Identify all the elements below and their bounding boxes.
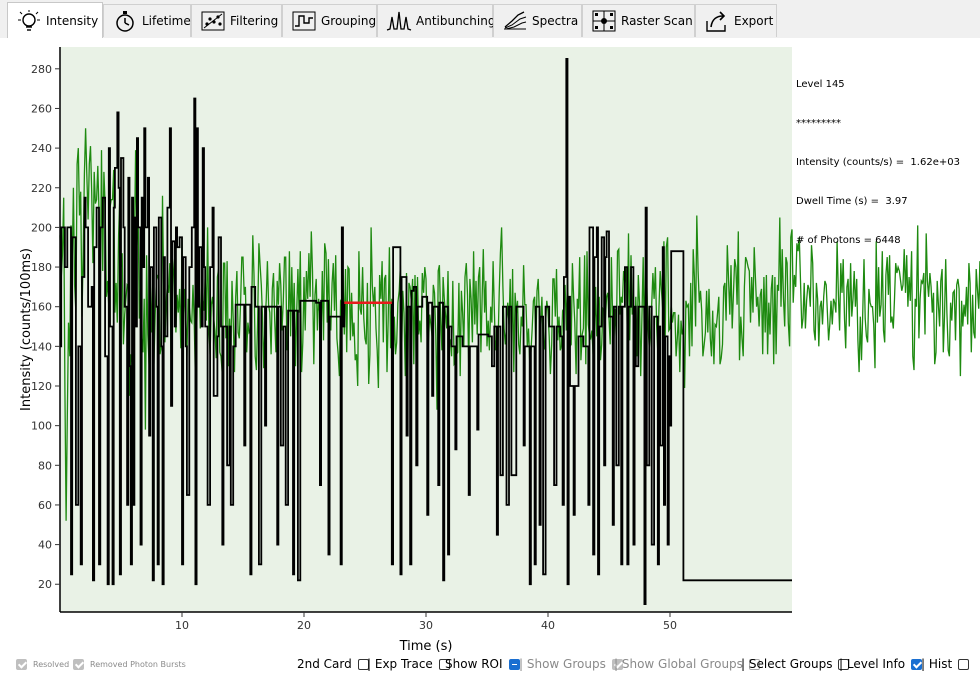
level-info-dwell-time: Dwell Time (s) = 3.97 (796, 196, 908, 207)
show-groups-checkbox[interactable] (611, 658, 623, 670)
antibunching-icon (386, 9, 412, 33)
y-axis-label: Intensity (counts/100ms) (19, 248, 34, 411)
tab-label: Filtering (230, 14, 279, 28)
level-info-box: Level 145 ********* Intensity (counts/s)… (796, 52, 960, 260)
raster-scan-icon (591, 9, 617, 33)
y-tick-label: 100 (31, 420, 52, 433)
resolved-option[interactable]: Resolved (16, 656, 69, 672)
y-tick-label: 160 (31, 301, 52, 314)
level-info-label: | Level Info (839, 657, 906, 671)
resolved-checkbox[interactable] (16, 658, 27, 670)
tab-bar: Intensity Lifetime Filtering Grouping Antibu… (0, 0, 980, 39)
tab-label: Lifetime (142, 14, 191, 28)
options-bar: Resolved Removed Photon Bursts 2nd Card … (0, 652, 980, 676)
show-roi-checkbox[interactable] (508, 658, 520, 670)
hist-option[interactable]: | Hist (921, 656, 970, 672)
export-arrow-icon (704, 9, 730, 33)
y-tick-label: 120 (31, 380, 52, 393)
select-groups-option[interactable]: | Select Groups (741, 656, 850, 672)
tab-label: Spectra (532, 14, 579, 28)
resolved-levels-line (60, 57, 792, 605)
y-tick-label: 40 (38, 539, 52, 552)
level-info-option[interactable]: | Level Info (839, 656, 923, 672)
show-roi-option[interactable]: Show ROI (445, 656, 520, 672)
stopwatch-icon (112, 9, 138, 33)
y-tick-label: 220 (31, 182, 52, 195)
show-global-groups-option[interactable]: | Show Global Groups (614, 656, 760, 672)
removed-photon-bursts-label: Removed Photon Bursts (90, 659, 186, 669)
y-tick-label: 60 (38, 499, 52, 512)
intensity-trace-line (59, 128, 980, 521)
select-groups-checkbox[interactable] (838, 658, 850, 670)
x-axis-label: Time (s) (399, 639, 453, 652)
exp-trace-label: | Exp Trace (367, 657, 433, 671)
grouping-icon (291, 9, 317, 33)
second-card-checkbox[interactable] (357, 658, 369, 670)
filter-scatter-icon (200, 9, 226, 33)
y-tick-label: 260 (31, 102, 52, 115)
x-tick-label: 50 (663, 619, 677, 632)
tab-antibunching[interactable]: Antibunching (377, 4, 496, 37)
y-tick-label: 280 (31, 63, 52, 76)
y-tick-label: 140 (31, 340, 52, 353)
y-tick-label: 240 (31, 142, 52, 155)
level-info-checkbox[interactable] (911, 658, 923, 670)
y-tick-label: 200 (31, 221, 52, 234)
y-tick-label: 80 (38, 459, 52, 472)
x-tick-label: 40 (541, 619, 555, 632)
x-tick-label: 30 (419, 619, 433, 632)
tab-label: Antibunching (416, 14, 496, 28)
second-card-option[interactable]: 2nd Card (297, 656, 369, 672)
tab-intensity[interactable]: Intensity (7, 2, 103, 38)
show-groups-label: | Show Groups (519, 657, 606, 671)
bulb-icon (16, 9, 42, 33)
y-tick-label: 180 (31, 261, 52, 274)
tab-lifetime[interactable]: Lifetime (103, 4, 191, 37)
exp-trace-checkbox[interactable] (438, 658, 450, 670)
x-tick-label: 10 (175, 619, 189, 632)
show-groups-option[interactable]: | Show Groups (519, 656, 623, 672)
tab-label: Export (734, 14, 774, 28)
level-info-separator: ********* (796, 118, 841, 129)
second-card-label: 2nd Card (297, 657, 352, 671)
show-global-groups-label: | Show Global Groups (614, 657, 743, 671)
hist-checkbox[interactable] (958, 658, 970, 670)
removed-photon-bursts-option[interactable]: Removed Photon Bursts (73, 656, 186, 672)
tab-filtering[interactable]: Filtering (191, 4, 282, 37)
spectra-icon (502, 9, 528, 33)
tab-export[interactable]: Export (695, 4, 777, 37)
level-info-title: Level 145 (796, 79, 845, 90)
tab-label: Raster Scan (621, 14, 693, 28)
resolved-label: Resolved (33, 659, 70, 669)
hist-label: | Hist (921, 657, 953, 671)
level-info-photons: # of Photons = 6448 (796, 235, 901, 246)
y-tick-label: 20 (38, 578, 52, 591)
exp-trace-option[interactable]: | Exp Trace (367, 656, 450, 672)
tab-label: Grouping (321, 14, 377, 28)
removed-photon-bursts-checkbox[interactable] (73, 658, 84, 670)
tab-label: Intensity (46, 13, 99, 28)
show-global-groups-checkbox[interactable] (748, 658, 760, 670)
tab-grouping[interactable]: Grouping (282, 4, 377, 37)
x-tick-label: 20 (297, 619, 311, 632)
level-info-intensity: Intensity (counts/s) = 1.62e+03 (796, 157, 960, 168)
tab-spectra[interactable]: Spectra (493, 4, 582, 37)
intensity-trace-chart: 20 40 60 80 100 120 140 160 180 200 220 240 260 280 10… (19, 47, 980, 652)
show-roi-label: Show ROI (445, 657, 503, 671)
select-groups-label: | Select Groups (741, 657, 833, 671)
tab-raster-scan[interactable]: Raster Scan (582, 4, 695, 37)
